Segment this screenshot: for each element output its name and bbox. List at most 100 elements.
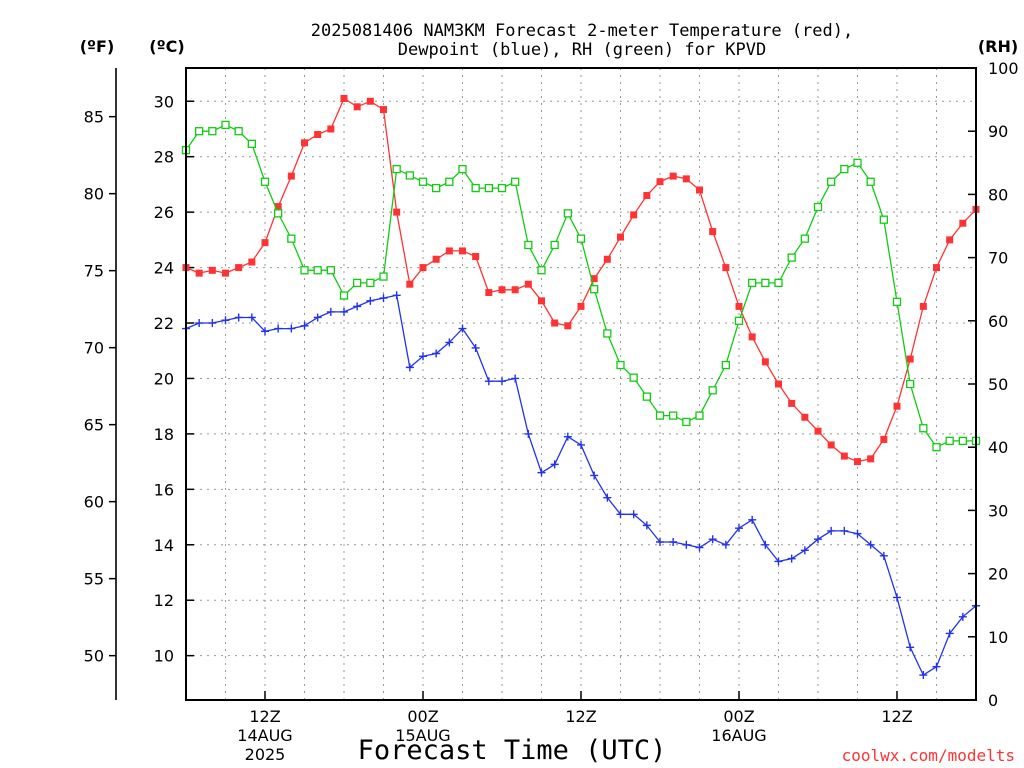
temperature-point (919, 302, 927, 310)
temperature-point (287, 172, 295, 180)
rh-point (497, 183, 507, 193)
temperature-point (643, 192, 651, 200)
rh-point (339, 291, 349, 300)
rh-point (274, 209, 283, 218)
rh-point (787, 253, 796, 262)
rh-tick-label: 50 (988, 375, 1008, 394)
dewpoint-point (445, 338, 454, 347)
rh-point (418, 177, 428, 186)
rh-point (221, 120, 230, 130)
plot-frame (185, 67, 977, 701)
temperature-point (959, 219, 967, 227)
temperature-point (761, 358, 769, 366)
x-tick-label: 00Z (723, 707, 754, 726)
dewpoint-point (234, 313, 243, 322)
dewpoint-point (419, 352, 427, 361)
rh-point (458, 164, 467, 174)
dewpoint-point (379, 294, 388, 303)
dewpoint-point (800, 546, 809, 555)
rh-point (537, 266, 546, 275)
dewpoint-point (708, 535, 717, 544)
dewpoint-point (748, 515, 757, 524)
rh-point (813, 202, 823, 212)
temperature-point (261, 239, 269, 247)
dewpoint-point (326, 307, 335, 316)
dewpoint-point (721, 540, 730, 549)
temperature-point (696, 186, 703, 194)
rh-point (919, 424, 928, 433)
fahrenheit-tick-label: 50 (84, 647, 104, 666)
x-tick-date: 14AUG (237, 726, 292, 745)
rh-point (366, 278, 375, 288)
dewpoint-point (498, 377, 506, 386)
rh-tick-label: 80 (988, 185, 1008, 204)
temperature-point (564, 322, 572, 330)
celsius-tick-label: 22 (154, 314, 174, 333)
temperature-point (748, 333, 756, 341)
celsius-tick-label: 28 (154, 148, 174, 167)
temperature-point (933, 264, 940, 272)
rh-point (511, 177, 520, 186)
rh-point (866, 177, 875, 186)
temperature-point (432, 255, 440, 263)
rh-tick-label: 20 (988, 565, 1008, 584)
temperature-point (538, 297, 545, 305)
rh-tick-label: 40 (988, 438, 1008, 457)
celsius-tick-label: 18 (154, 425, 174, 444)
x-tick-label: 12Z (249, 707, 280, 726)
dewpoint-point (432, 349, 441, 358)
temperature-point (735, 302, 743, 310)
temperature-point (393, 208, 401, 216)
dewpoint-point (405, 363, 414, 372)
axis-ticks: 30 28 26 24 22 20 18 16 14 12 10 85 80 75 70 65 60 55 50 10… (84, 59, 1019, 764)
dewpoint-point (656, 538, 664, 546)
chart-title-line2: Dewpoint (blue), RH (green) for KPVD (398, 40, 766, 60)
rh-tick-label: 70 (988, 249, 1008, 268)
dewpoint-point (906, 643, 915, 652)
rh-axis-label: (RH) (978, 37, 1018, 56)
dewpoint-point (550, 460, 559, 469)
rh-point (827, 177, 836, 186)
rh-point (247, 139, 256, 148)
dewpoint-line (185, 294, 977, 677)
rh-point (313, 266, 322, 275)
x-tick-label: 00Z (407, 707, 438, 726)
rh-point (563, 209, 572, 218)
rh-point (392, 164, 401, 174)
temperature-point (472, 252, 480, 260)
rh-tick-label: 0 (988, 691, 998, 710)
rh-point (932, 443, 941, 452)
temperature-point (208, 266, 216, 274)
fahrenheit-tick-label: 65 (84, 416, 104, 435)
rh-point (774, 278, 783, 288)
dewpoint-point (853, 529, 862, 538)
temperature-point (630, 211, 638, 219)
fahrenheit-tick-label: 70 (84, 339, 104, 358)
dewpoint-point (616, 510, 625, 519)
rh-point (260, 177, 270, 186)
rh-point (945, 436, 954, 446)
temperature-point (366, 97, 374, 105)
fahrenheit-axis-label: (ºF) (80, 37, 115, 56)
dewpoint-point (221, 316, 230, 325)
temperature-point (709, 228, 717, 236)
rh-point (576, 234, 586, 243)
rh-point (326, 266, 335, 275)
dewpoint-point (695, 543, 704, 552)
x-tick-date: 15AUG (395, 726, 450, 745)
rh-point (761, 278, 770, 288)
rh-point (484, 183, 493, 193)
dewpoint-point (471, 343, 480, 352)
rh-point (642, 392, 651, 401)
dewpoint-point (340, 307, 348, 316)
dewpoint-point (353, 302, 362, 311)
celsius-tick-label: 10 (154, 647, 174, 666)
temperature-point (222, 269, 229, 277)
credit-text: coolwx.com/modelts (842, 746, 1015, 765)
rh-point (669, 411, 678, 420)
temperature-point (419, 264, 427, 272)
temperature-point (722, 264, 730, 272)
celsius-tick-label: 26 (154, 203, 174, 222)
dewpoint-point (247, 313, 256, 322)
